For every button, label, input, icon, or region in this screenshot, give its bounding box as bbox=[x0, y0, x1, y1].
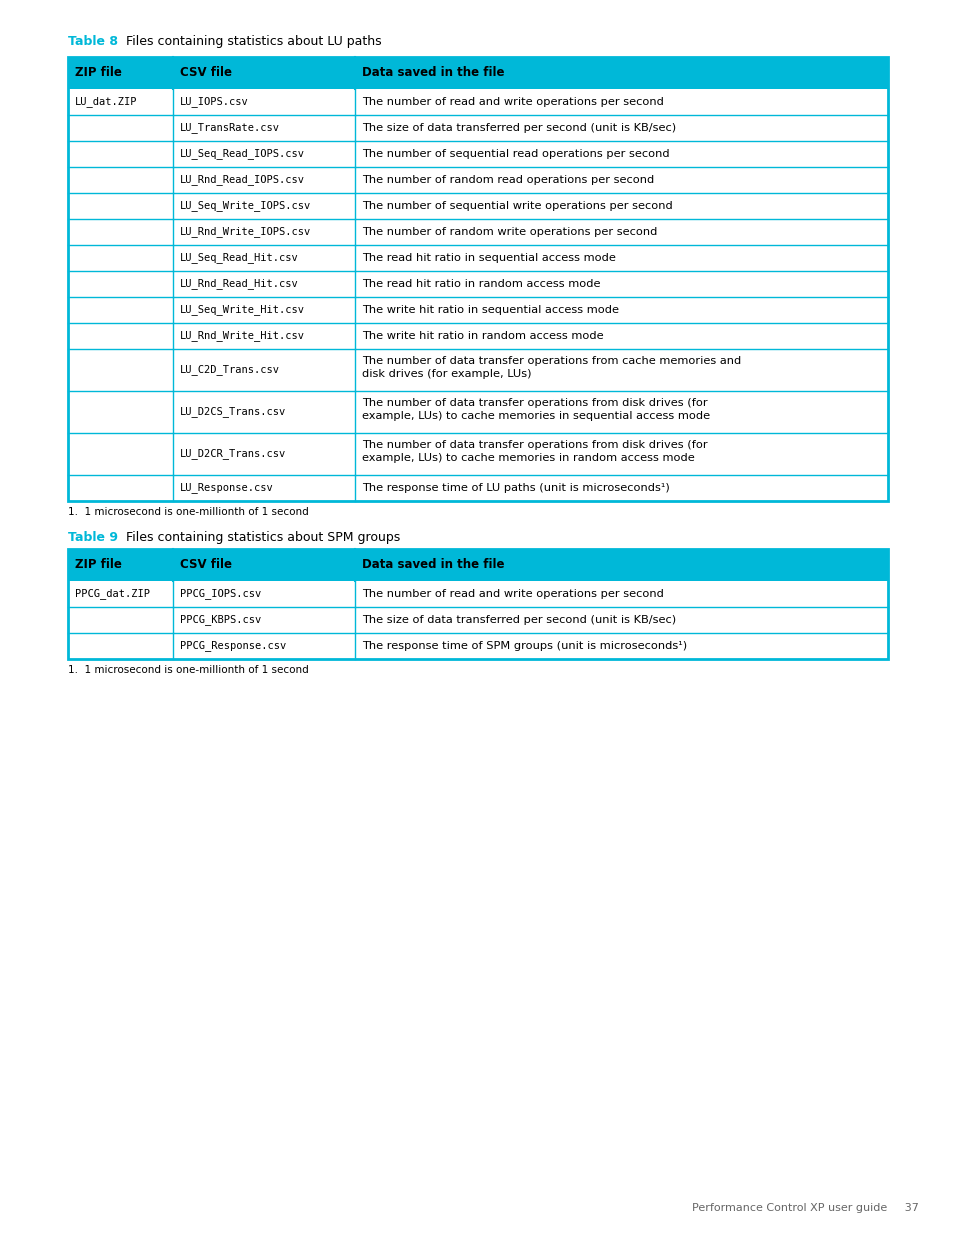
Bar bbox=[68, 550, 887, 659]
Text: LU_Rnd_Write_Hit.csv: LU_Rnd_Write_Hit.csv bbox=[180, 331, 305, 341]
Text: The size of data transferred per second (unit is KB/sec): The size of data transferred per second … bbox=[361, 615, 676, 625]
Text: LU_Rnd_Write_IOPS.csv: LU_Rnd_Write_IOPS.csv bbox=[180, 226, 311, 237]
Text: The number of data transfer operations from disk drives (for
example, LUs) to ca: The number of data transfer operations f… bbox=[361, 440, 707, 463]
Text: The number of read and write operations per second: The number of read and write operations … bbox=[361, 98, 663, 107]
Text: The size of data transferred per second (unit is KB/sec): The size of data transferred per second … bbox=[361, 124, 676, 133]
Text: The number of read and write operations per second: The number of read and write operations … bbox=[361, 589, 663, 599]
Text: ZIP file: ZIP file bbox=[75, 558, 122, 572]
Text: The response time of LU paths (unit is microseconds¹): The response time of LU paths (unit is m… bbox=[361, 483, 669, 493]
Text: PPCG_dat.ZIP: PPCG_dat.ZIP bbox=[75, 589, 150, 599]
Text: PPCG_KBPS.csv: PPCG_KBPS.csv bbox=[180, 615, 261, 625]
Text: The response time of SPM groups (unit is microseconds¹): The response time of SPM groups (unit is… bbox=[361, 641, 686, 651]
Text: LU_Rnd_Read_Hit.csv: LU_Rnd_Read_Hit.csv bbox=[180, 279, 298, 289]
Text: Table 8: Table 8 bbox=[68, 35, 118, 48]
Text: Data saved in the file: Data saved in the file bbox=[361, 67, 504, 79]
Text: Data saved in the file: Data saved in the file bbox=[361, 558, 504, 572]
Text: LU_Seq_Read_Hit.csv: LU_Seq_Read_Hit.csv bbox=[180, 252, 298, 263]
Text: Files containing statistics about LU paths: Files containing statistics about LU pat… bbox=[126, 35, 381, 48]
Text: LU_C2D_Trans.csv: LU_C2D_Trans.csv bbox=[180, 364, 279, 375]
Text: The number of sequential read operations per second: The number of sequential read operations… bbox=[361, 149, 669, 159]
Bar bbox=[68, 57, 887, 89]
Bar bbox=[68, 57, 887, 501]
Text: Performance Control XP user guide     37: Performance Control XP user guide 37 bbox=[691, 1203, 918, 1213]
Text: The number of random write operations per second: The number of random write operations pe… bbox=[361, 227, 657, 237]
Text: 1.  1 microsecond is one-millionth of 1 second: 1. 1 microsecond is one-millionth of 1 s… bbox=[68, 508, 309, 517]
Text: The write hit ratio in sequential access mode: The write hit ratio in sequential access… bbox=[361, 305, 618, 315]
Text: The read hit ratio in sequential access mode: The read hit ratio in sequential access … bbox=[361, 253, 616, 263]
Text: The number of data transfer operations from disk drives (for
example, LUs) to ca: The number of data transfer operations f… bbox=[361, 398, 709, 421]
Text: LU_D2CR_Trans.csv: LU_D2CR_Trans.csv bbox=[180, 448, 286, 459]
Text: The number of sequential write operations per second: The number of sequential write operation… bbox=[361, 201, 672, 211]
Text: PPCG_IOPS.csv: PPCG_IOPS.csv bbox=[180, 589, 261, 599]
Text: LU_TransRate.csv: LU_TransRate.csv bbox=[180, 122, 279, 133]
Text: LU_IOPS.csv: LU_IOPS.csv bbox=[180, 96, 249, 107]
Text: The read hit ratio in random access mode: The read hit ratio in random access mode bbox=[361, 279, 599, 289]
Bar bbox=[68, 550, 887, 580]
Text: CSV file: CSV file bbox=[180, 67, 232, 79]
Text: LU_Seq_Write_IOPS.csv: LU_Seq_Write_IOPS.csv bbox=[180, 200, 311, 211]
Text: LU_dat.ZIP: LU_dat.ZIP bbox=[75, 96, 137, 107]
Text: Files containing statistics about SPM groups: Files containing statistics about SPM gr… bbox=[126, 531, 400, 543]
Text: CSV file: CSV file bbox=[180, 558, 232, 572]
Text: ZIP file: ZIP file bbox=[75, 67, 122, 79]
Text: Table 9: Table 9 bbox=[68, 531, 118, 543]
Text: LU_Seq_Write_Hit.csv: LU_Seq_Write_Hit.csv bbox=[180, 305, 305, 315]
Text: PPCG_Response.csv: PPCG_Response.csv bbox=[180, 641, 286, 651]
Text: LU_Response.csv: LU_Response.csv bbox=[180, 483, 274, 494]
Text: LU_D2CS_Trans.csv: LU_D2CS_Trans.csv bbox=[180, 406, 286, 417]
Text: The write hit ratio in random access mode: The write hit ratio in random access mod… bbox=[361, 331, 603, 341]
Text: The number of random read operations per second: The number of random read operations per… bbox=[361, 175, 654, 185]
Text: The number of data transfer operations from cache memories and
disk drives (for : The number of data transfer operations f… bbox=[361, 356, 740, 379]
Text: LU_Rnd_Read_IOPS.csv: LU_Rnd_Read_IOPS.csv bbox=[180, 174, 305, 185]
Text: LU_Seq_Read_IOPS.csv: LU_Seq_Read_IOPS.csv bbox=[180, 148, 305, 159]
Text: 1.  1 microsecond is one-millionth of 1 second: 1. 1 microsecond is one-millionth of 1 s… bbox=[68, 664, 309, 676]
